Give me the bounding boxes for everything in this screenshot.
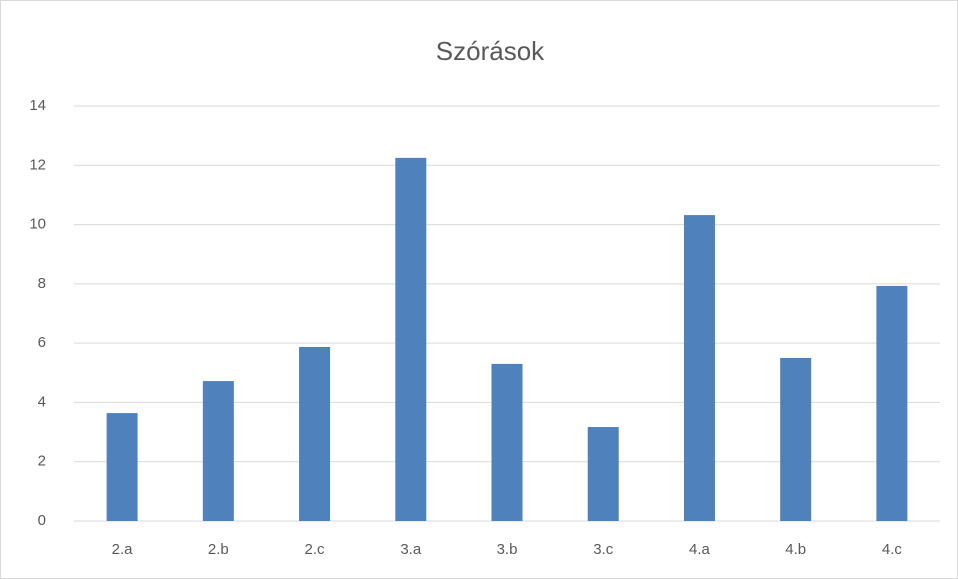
bar	[876, 285, 908, 521]
bar	[491, 363, 523, 521]
y-tick-label: 0	[38, 512, 46, 529]
x-tick-label: 4.a	[689, 541, 711, 558]
y-tick-label: 4	[38, 393, 46, 410]
bar	[106, 413, 138, 521]
x-tick-label: 3.a	[400, 541, 422, 558]
bar	[202, 381, 234, 521]
x-tick-label: 2.c	[305, 541, 326, 558]
bar	[587, 427, 619, 521]
bar	[683, 215, 715, 522]
y-tick-label: 12	[29, 156, 46, 173]
y-tick-label: 8	[38, 275, 46, 292]
bar	[299, 346, 331, 521]
x-tick-label: 3.c	[593, 541, 614, 558]
bar	[780, 357, 812, 521]
chart-title: Szórások	[436, 36, 545, 66]
y-tick-label: 2	[38, 453, 46, 470]
y-tick-label: 6	[38, 334, 46, 351]
bar	[395, 157, 427, 521]
y-tick-label: 14	[29, 97, 46, 114]
x-tick-label: 4.c	[882, 541, 903, 558]
x-tick-label: 4.b	[785, 541, 806, 558]
x-tick-label: 2.b	[208, 541, 229, 558]
y-tick-label: 10	[29, 216, 46, 233]
x-tick-label: 3.b	[497, 541, 518, 558]
x-tick-label: 2.a	[112, 541, 134, 558]
